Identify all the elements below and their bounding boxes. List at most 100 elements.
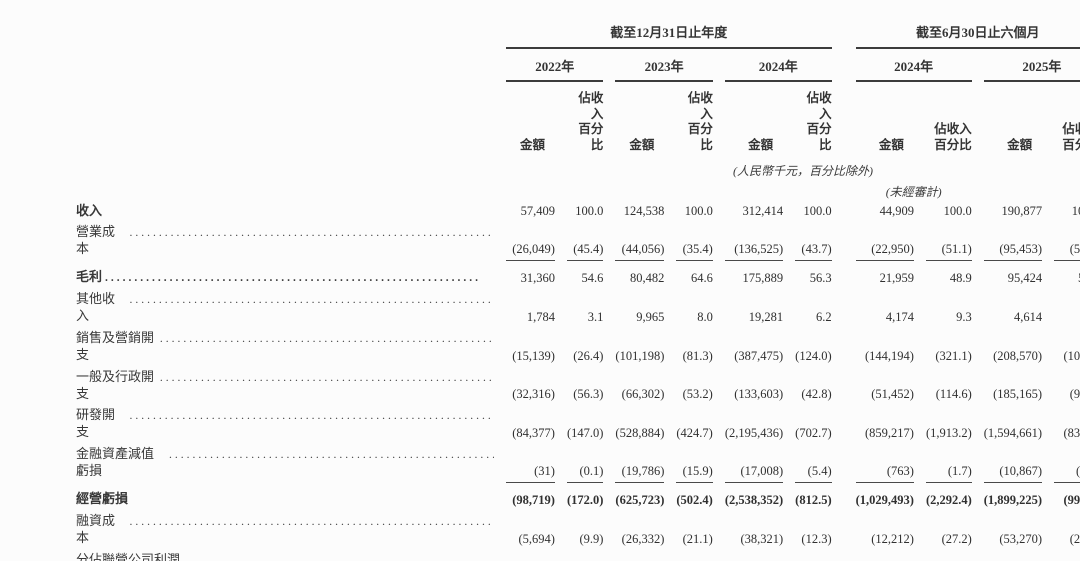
leader-dots: ........................................… [168, 449, 495, 462]
cell-value: (835.4) [1063, 426, 1080, 441]
cell-value: (172.0) [566, 492, 604, 507]
cell-value: (812.5) [795, 492, 832, 507]
cell-value: (387,475) [734, 348, 784, 363]
year-header-2025-interim: 2025年 [983, 49, 1080, 82]
leader-dots: ........................................… [159, 332, 494, 345]
leader-dots: ........................................… [129, 227, 495, 240]
cell-value: (0.4) [676, 550, 712, 561]
cell-value: (1,913.2) [925, 426, 972, 441]
cell-value: 4,614 [1013, 309, 1043, 324]
cell-value: (144,194) [864, 348, 914, 363]
cell-value: 19,281 [748, 309, 784, 324]
cell-value: (15,139) [512, 348, 555, 363]
cell-value: (15.9) [676, 444, 713, 484]
cell-value: (38,321) [740, 531, 784, 546]
table-row-selling-expenses: 銷售及營銷開支.................................… [76, 328, 1080, 367]
cell-value: (81.3) [682, 348, 713, 363]
cell-value: 48.9 [949, 271, 972, 286]
cell-value: 6.2 [815, 309, 832, 324]
cell-value: (114.6) [935, 387, 972, 402]
leader-dots: ........................................… [129, 515, 495, 528]
cell-value: (53.2) [682, 387, 713, 402]
cell-value: 312,414 [742, 204, 784, 219]
cell-value: (27.2) [941, 531, 972, 546]
cell-value: 175,889 [742, 271, 784, 286]
cell-value: (44,056) [615, 222, 665, 262]
cell-value: (50.0) [1054, 222, 1080, 262]
pct-header: 佔收入百分比 [806, 91, 832, 152]
cell-value: (109.3) [1063, 348, 1080, 363]
table-row-other-income: 其他收入....................................… [76, 289, 1080, 328]
row-label: 金融資產減值虧損 [76, 446, 155, 479]
cell-value: (101,198) [615, 348, 665, 363]
cell-value: (53,270) [999, 531, 1043, 546]
cell-value: (321.1) [935, 348, 972, 363]
cell-value: (32,316) [512, 387, 555, 402]
cell-value: (453) [615, 550, 664, 561]
year-header-2023: 2023年 [615, 49, 713, 82]
cell-value: (51.1) [925, 222, 972, 262]
cell-value: 9,965 [636, 309, 665, 324]
cell-value: (26.4) [573, 348, 604, 363]
table-row-admin-expenses: 一般及行政開支.................................… [76, 367, 1080, 406]
cell-value: (66,302) [621, 387, 665, 402]
cell-value: (1,029,493) [855, 492, 914, 507]
corner-cell [76, 49, 494, 82]
cell-value: (26,049) [506, 222, 555, 262]
cell-value: 14,147 [984, 550, 1042, 561]
amount-header: 金額 [519, 137, 545, 152]
row-label: 銷售及營銷開支 [76, 329, 155, 362]
period-title-interim: 截至6月30日止六個月 [855, 20, 1080, 49]
cell-value: (136,525) [724, 222, 784, 262]
cell-value: (95,453) [983, 222, 1043, 262]
cell-value: 100.0 [1071, 204, 1080, 219]
period-title-annual: 截至12月31日止年度 [506, 20, 832, 49]
cell-value: 324 [856, 550, 914, 561]
amount-header: 金額 [878, 137, 904, 152]
cell-value: 9.3 [956, 309, 972, 324]
cell-value: (27.9) [1069, 531, 1080, 546]
row-label: 分佔聯營公司利潤減虧損 [76, 551, 181, 561]
cell-value: (185,165) [993, 387, 1043, 402]
unit-note: (人民幣千元，百分比除外) [732, 163, 873, 178]
cell-value: (12,212) [871, 531, 914, 546]
cell-value: 100.0 [803, 204, 832, 219]
cell-value: 100.0 [684, 204, 713, 219]
cell-value: 3.1 [587, 309, 604, 324]
cell-value: (124.0) [795, 348, 832, 363]
year-header-2024: 2024年 [724, 49, 832, 82]
cell-value: (2,195,436) [724, 426, 784, 441]
cell-value: (528,884) [615, 426, 665, 441]
cell-value: (21.1) [682, 531, 713, 546]
leader-dots: ........................................… [159, 371, 494, 384]
cell-value: 44,909 [879, 204, 914, 219]
row-label: 營業成本 [76, 224, 116, 257]
cell-value: 0.7 [926, 550, 972, 561]
table-row-impairment-losses: 金融資產減值虧損................................… [76, 444, 1080, 484]
cell-value: (1,899,225) [983, 492, 1043, 507]
unit-note-row: (人民幣千元，百分比除外) [76, 157, 1080, 182]
cell-value: (51,452) [871, 387, 914, 402]
table-header: 截至12月31日止年度 截至6月30日止六個月 2022年 2023年 2024… [76, 20, 1080, 201]
cell-value: (26,332) [621, 531, 665, 546]
cell-value: 100.0 [575, 204, 604, 219]
cell-value: (5.7) [1054, 444, 1080, 484]
cell-value: (208,570) [993, 348, 1043, 363]
cell-value: 50.0 [1054, 261, 1080, 289]
cell-value: 31,360 [520, 271, 555, 286]
cell-value: 1,784 [526, 309, 555, 324]
corner-cell [76, 157, 494, 182]
unaudited-note: (未經審計) [885, 184, 942, 199]
cell-value: (702.7) [795, 426, 832, 441]
cell-value: 56.3 [809, 271, 832, 286]
column-header-row: 金額 佔收入 百分比 金額 佔收入 百分比 金額 佔收入 百分比 金額 佔收入 百分比 … [76, 82, 1080, 157]
year-header-2024-interim: 2024年 [855, 49, 972, 82]
cell-value: (5.4) [795, 444, 832, 484]
period-group-row: 截至12月31日止年度 截至6月30日止六個月 [76, 20, 1080, 49]
cell-value: (43.7) [795, 222, 832, 262]
cell-value: 2.4 [1054, 289, 1080, 328]
cell-value: (17,008) [724, 444, 784, 484]
cell-value: (763) [855, 444, 914, 484]
cell-value: (147.0) [566, 426, 604, 441]
